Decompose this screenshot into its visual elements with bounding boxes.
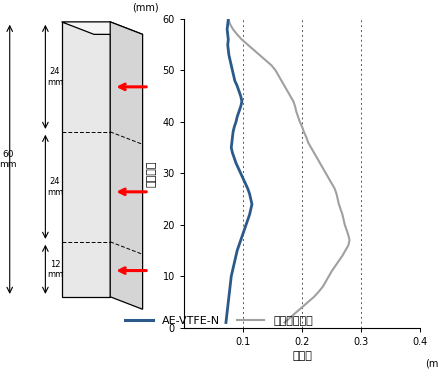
Bar — [62, 22, 110, 297]
Polygon shape — [110, 22, 143, 309]
Text: 12
mm: 12 mm — [47, 259, 63, 279]
Polygon shape — [62, 22, 143, 34]
Y-axis label: 加工深さ: 加工深さ — [147, 160, 157, 187]
Text: (mm): (mm) — [425, 359, 438, 368]
Legend: AE-VTFE-N, 従来ロング形: AE-VTFE-N, 従来ロング形 — [120, 311, 318, 330]
Text: 60
mm: 60 mm — [0, 150, 17, 169]
Text: 24
mm: 24 mm — [47, 67, 63, 86]
Text: 24
mm: 24 mm — [47, 177, 63, 197]
Text: (mm): (mm) — [132, 3, 159, 13]
X-axis label: 倒れ量: 倒れ量 — [292, 351, 312, 361]
